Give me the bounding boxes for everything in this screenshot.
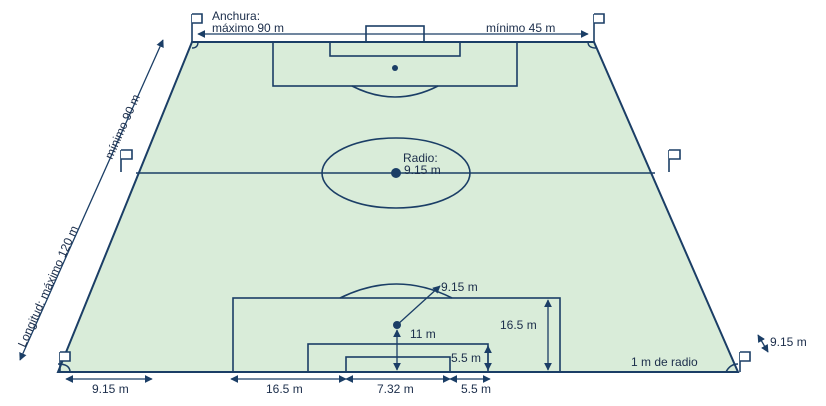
label-bottom-left-dist: 9.15 m (92, 382, 129, 396)
label-penalty-spot-dist: 11 m (410, 327, 436, 341)
label-radius-title: Radio: (403, 151, 438, 165)
label-corner-distance: 9.15 m (770, 335, 807, 349)
label-goal-area-depth: 5.5 m (451, 351, 481, 365)
top-penalty-arc (351, 85, 439, 98)
corner-arc-top-right (587, 41, 597, 49)
corner-arc-top-left (191, 41, 199, 49)
label-width-min: mínimo 45 m (486, 21, 555, 35)
label-length-max: Longitud: máximo 120 m (15, 223, 81, 349)
corner-flag-icon (191, 13, 203, 42)
corner-arc-bottom-right (725, 363, 739, 373)
label-corner-radius: 1 m de radio (631, 355, 698, 369)
label-width-max: máximo 90 m (212, 21, 284, 35)
corner-flag-icon (739, 351, 751, 372)
label-goal-area-side: 5.5 m (461, 382, 491, 396)
label-penalty-area-depth: 16.5 m (500, 318, 537, 332)
label-goal-width: 7.32 m (377, 382, 414, 396)
label-width-title: Anchura: (212, 9, 260, 23)
center-spot (391, 168, 401, 178)
corner-flag-icon (593, 13, 605, 42)
top-penalty-spot (392, 65, 398, 71)
label-arc-radius: 9.15 m (441, 280, 478, 294)
dimension-lines (19, 30, 769, 383)
halfway-flag-icon (668, 149, 681, 172)
label-penalty-area-side: 16.5 m (266, 382, 303, 396)
center-circle (321, 137, 471, 209)
label-radius-value: 9.15 m (404, 163, 441, 177)
halfway-flag-icon (120, 149, 133, 172)
